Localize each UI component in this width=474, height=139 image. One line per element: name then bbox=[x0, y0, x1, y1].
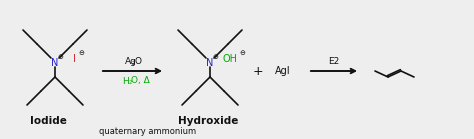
Text: 2: 2 bbox=[128, 80, 132, 85]
Text: N: N bbox=[51, 58, 59, 68]
Text: I: I bbox=[73, 54, 75, 64]
Text: ⊕: ⊕ bbox=[212, 54, 218, 60]
Text: E2: E2 bbox=[328, 56, 340, 65]
Text: 2: 2 bbox=[131, 60, 135, 65]
Text: AgI: AgI bbox=[275, 66, 291, 76]
Text: OH: OH bbox=[222, 54, 237, 64]
Text: +: + bbox=[253, 64, 264, 78]
Text: Hydroxide: Hydroxide bbox=[178, 116, 238, 126]
Text: quaternary ammonium: quaternary ammonium bbox=[100, 127, 197, 136]
Text: Iodide: Iodide bbox=[29, 116, 66, 126]
Text: O: O bbox=[135, 56, 142, 65]
Text: ⊕: ⊕ bbox=[57, 54, 63, 60]
Text: Ag: Ag bbox=[125, 56, 137, 65]
Text: H: H bbox=[122, 76, 129, 85]
Text: ⊖: ⊖ bbox=[78, 50, 84, 56]
Text: ⊖: ⊖ bbox=[239, 50, 245, 56]
Text: N: N bbox=[206, 58, 214, 68]
Text: O, Δ: O, Δ bbox=[131, 76, 150, 85]
